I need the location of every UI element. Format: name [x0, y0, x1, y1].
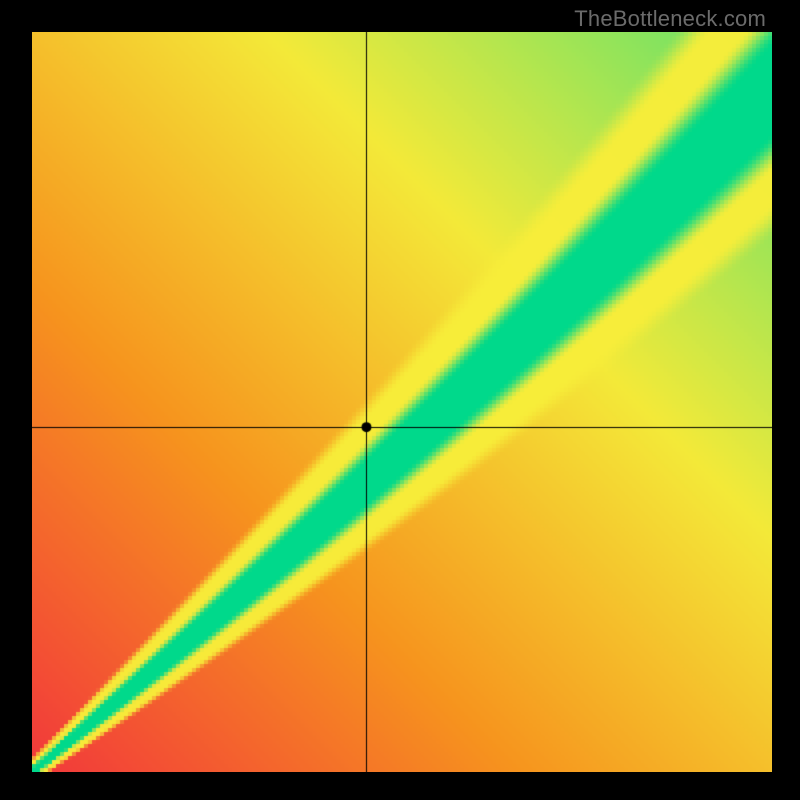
watermark-text: TheBottleneck.com [574, 6, 766, 32]
chart-container: TheBottleneck.com [0, 0, 800, 800]
bottleneck-heatmap [32, 32, 772, 772]
